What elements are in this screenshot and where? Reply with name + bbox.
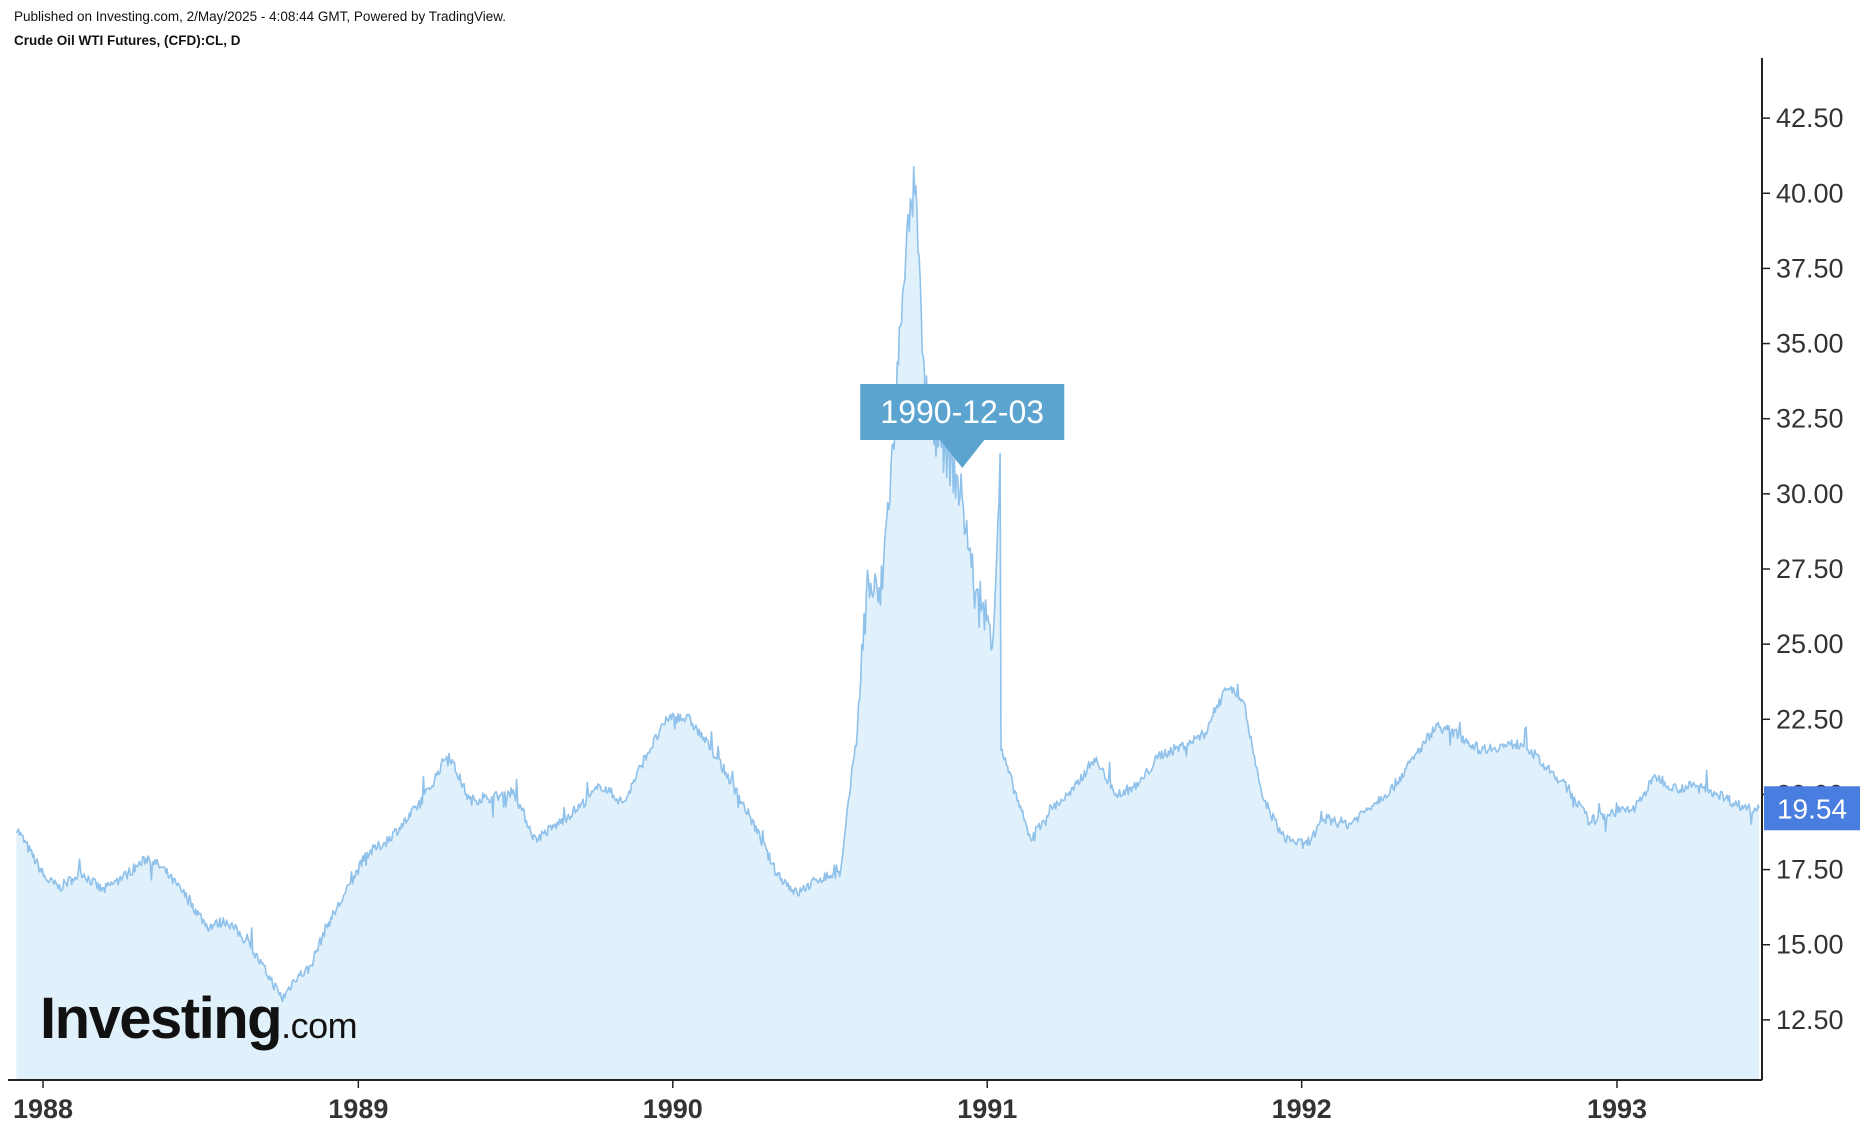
y-tick-label: 17.50 [1776,855,1844,885]
date-callout[interactable]: 1990-12-03 [860,384,1065,468]
y-tick-label: 37.50 [1776,253,1844,283]
x-tick-label: 1993 [1587,1094,1647,1124]
y-tick-label: 40.00 [1776,178,1844,208]
y-tick-label: 12.50 [1776,1005,1844,1035]
y-tick-label: 25.00 [1776,629,1844,659]
last-price-box [1764,786,1860,831]
symbol-title: Crude Oil WTI Futures, (CFD):CL, D [14,33,241,48]
published-line: Published on Investing.com, 2/May/2025 -… [14,9,507,24]
date-callout-label: 1990-12-03 [880,394,1044,430]
last-price-label: 19.54 [1777,793,1847,824]
logo-wordmark: Investing [40,986,283,1051]
price-area-fill [16,166,1760,1080]
y-tick-label: 35.00 [1776,329,1844,359]
overlays: 1990-12-03 19.54 [860,384,1860,831]
y-tick-label: 42.50 [1776,103,1844,133]
price-line [15,166,1760,1003]
y-tick-label: 32.50 [1776,404,1844,434]
date-callout-pointer [940,440,985,468]
x-tick-label: 1988 [13,1094,73,1124]
plot-area [15,166,1760,1080]
logo-suffix: .com [281,1005,358,1046]
x-tick-label: 1991 [957,1094,1017,1124]
axes: 12.5015.0017.5020.0022.5025.0027.5030.00… [8,58,1844,1124]
x-tick-label: 1989 [328,1094,388,1124]
investing-logo: Investing.com [40,990,358,1048]
y-tick-label: 27.50 [1776,554,1844,584]
x-tick-label: 1990 [643,1094,703,1124]
y-tick-label: 15.00 [1776,930,1844,960]
y-tick-label: 30.00 [1776,479,1844,509]
last-price-badge: 19.54 [1764,786,1860,831]
date-callout-box [860,384,1065,440]
x-tick-label: 1992 [1272,1094,1332,1124]
y-tick-label: 22.50 [1776,704,1844,734]
